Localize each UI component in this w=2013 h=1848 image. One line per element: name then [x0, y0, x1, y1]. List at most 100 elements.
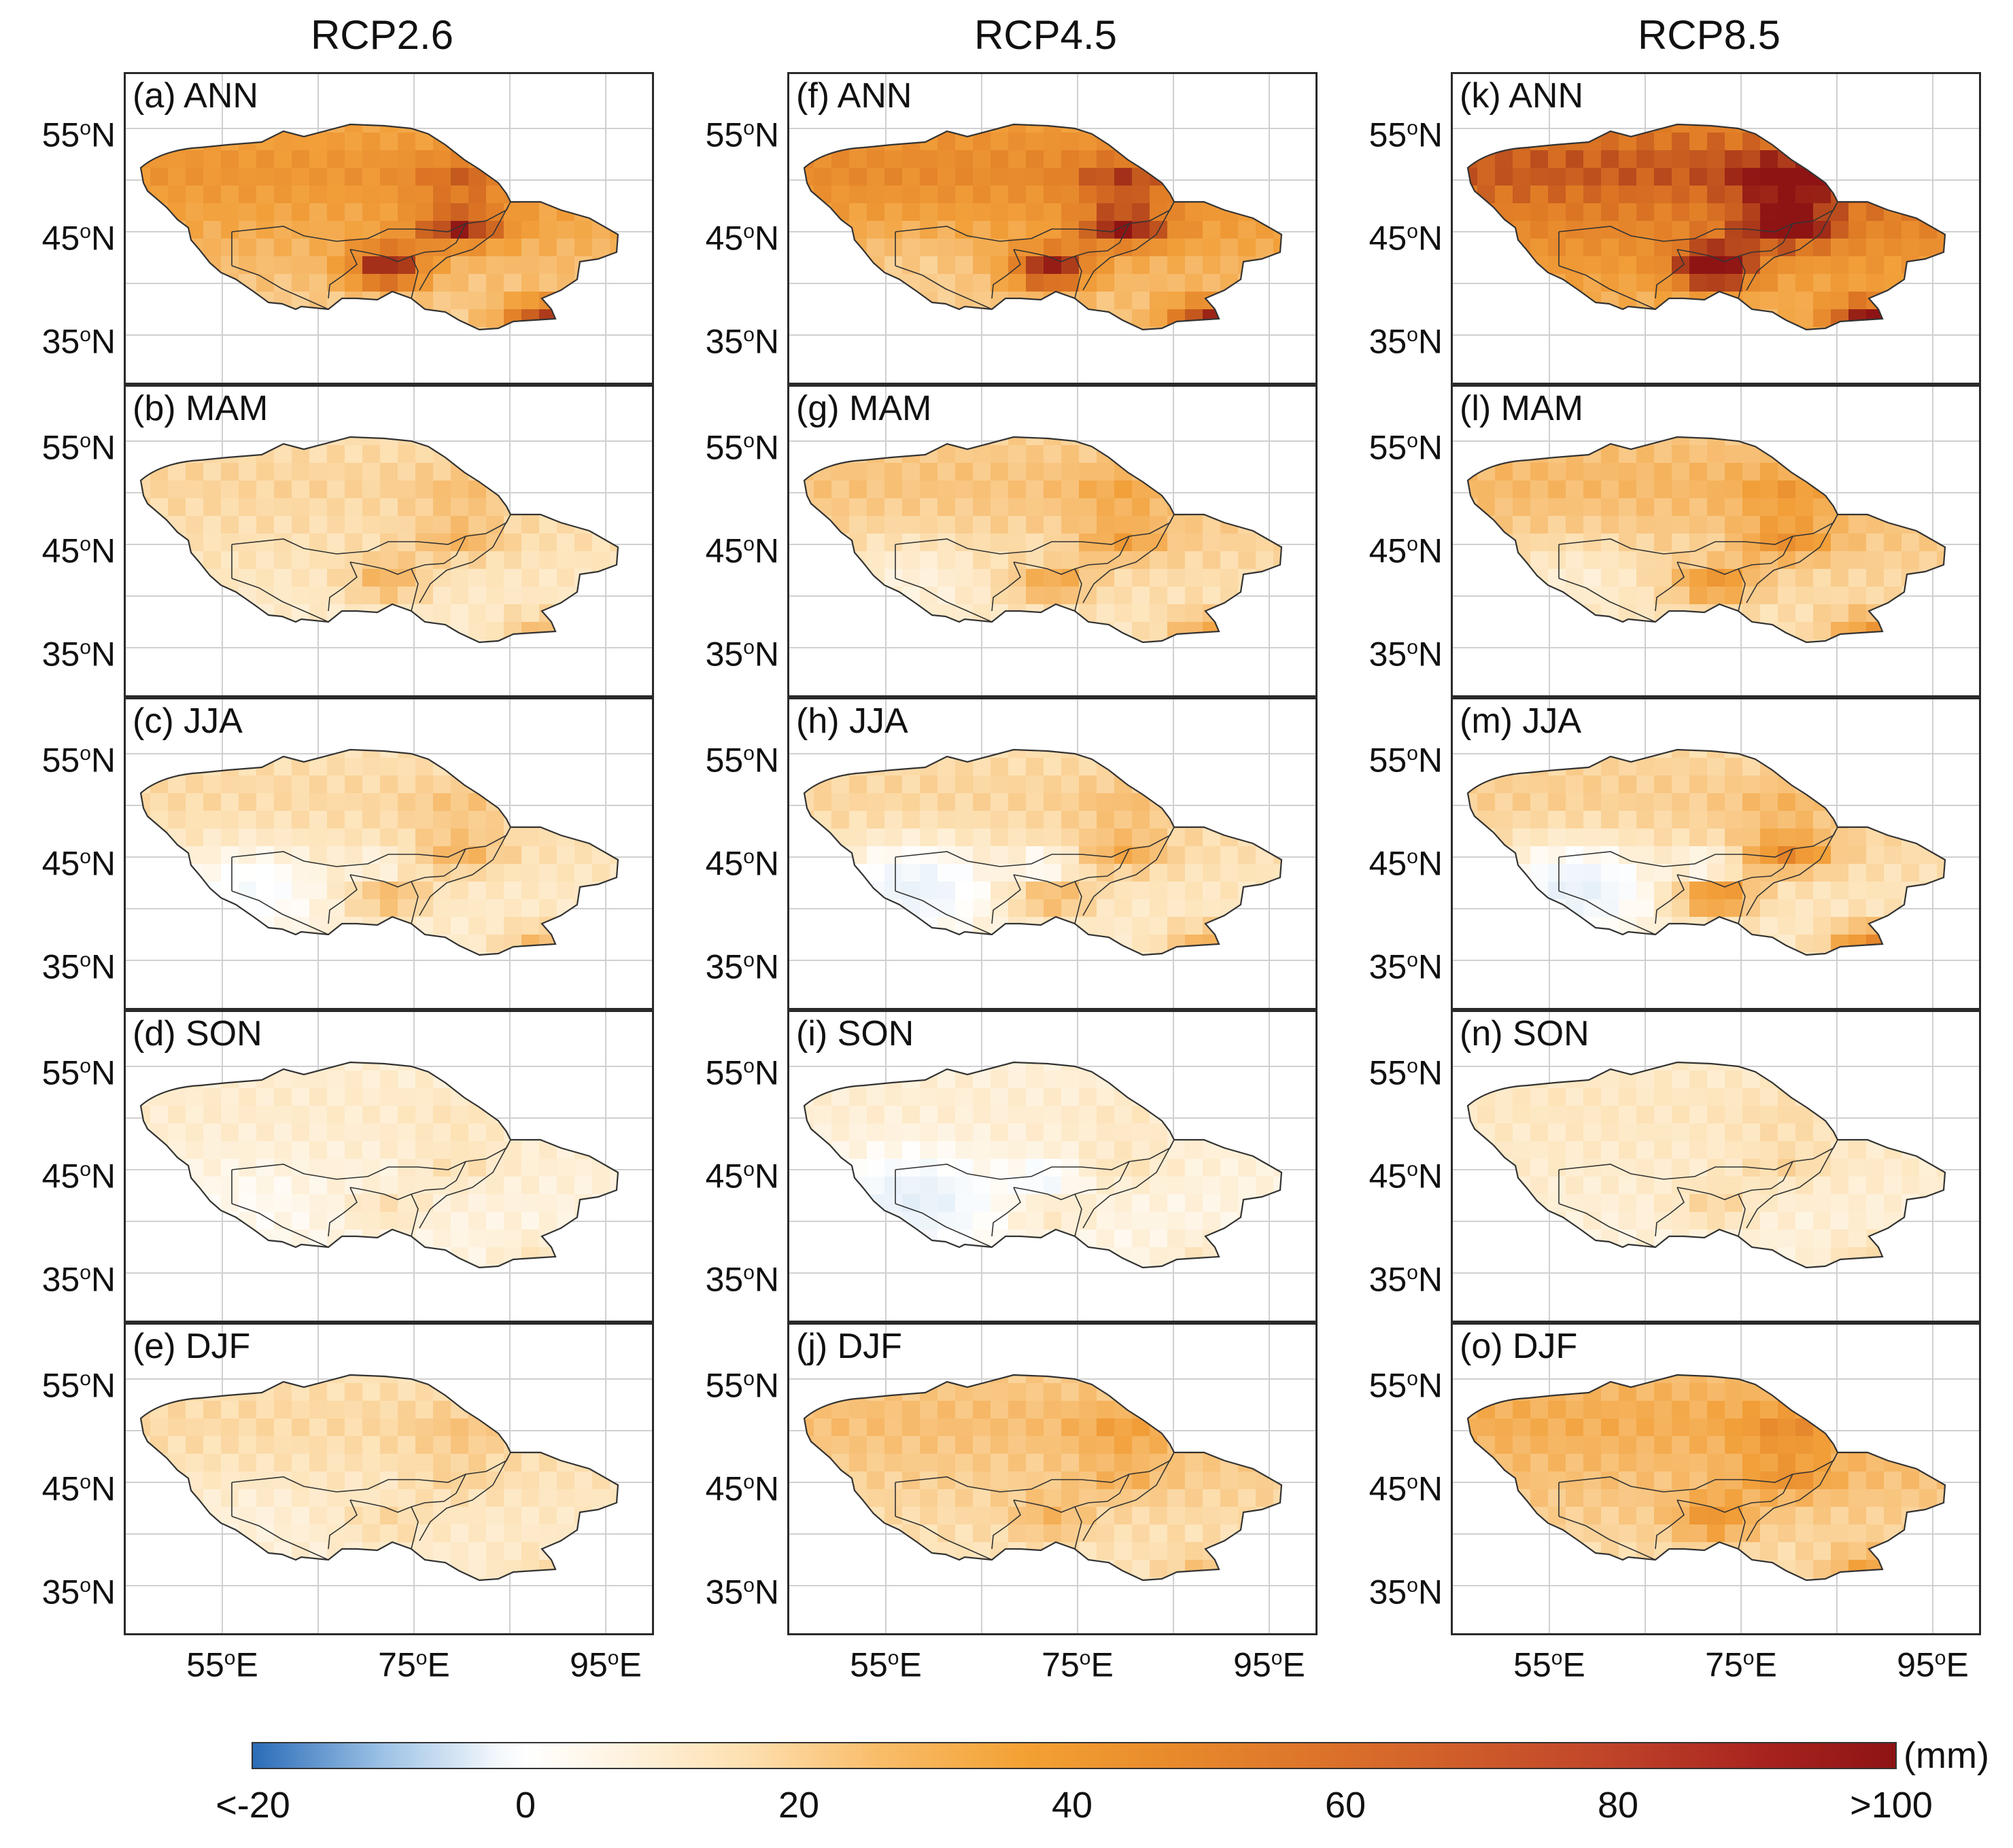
grid-cell [814, 445, 832, 464]
grid-cell [451, 1577, 469, 1580]
grid-cell [1955, 186, 1973, 204]
grid-cell [1167, 587, 1186, 605]
grid-cell [1725, 437, 1743, 446]
grid-cell [1689, 587, 1708, 605]
grid-cell [380, 846, 398, 865]
grid-cell [1256, 1070, 1274, 1089]
grid-cell [203, 811, 222, 829]
grid-cell [1689, 124, 1708, 133]
grid-cell [1291, 882, 1309, 900]
grid-cell [1256, 811, 1274, 829]
grid-cell [239, 1062, 257, 1071]
grid-cell [592, 481, 610, 499]
grid-cell [186, 437, 204, 446]
grid-cell [1760, 516, 1778, 534]
grid-cell [1097, 274, 1115, 292]
grid-cell [380, 1542, 398, 1561]
grid-cell [937, 498, 956, 517]
grid-cell [1008, 274, 1027, 292]
grid-cell [973, 1471, 991, 1490]
grid-cell [1256, 168, 1274, 186]
grid-cell [451, 758, 469, 776]
grid-cell [627, 239, 646, 257]
grid-cell [1061, 1454, 1080, 1472]
latitude-label: 35oN [41, 322, 116, 361]
grid-cell [831, 1489, 850, 1507]
grid-cell [1468, 327, 1478, 330]
grid-cell [362, 829, 381, 847]
grid-cell [1132, 150, 1150, 169]
grid-cell [814, 569, 832, 587]
grid-cell [221, 203, 239, 222]
grid-cell [1619, 811, 1637, 829]
grid-cell [1566, 551, 1584, 570]
grid-cell [1707, 811, 1725, 829]
grid-cell [362, 133, 381, 151]
grid-cell [141, 750, 151, 759]
grid-cell [203, 1560, 222, 1578]
grid-cell [1672, 758, 1690, 776]
grid-cell [867, 133, 885, 151]
grid-cell [203, 917, 222, 935]
grid-cell [1061, 587, 1080, 605]
grid-cell [1707, 775, 1725, 794]
grid-cell [168, 1542, 186, 1561]
grid-cell [1689, 481, 1708, 499]
grid-cell [955, 274, 974, 292]
grid-cell [1477, 758, 1496, 776]
map-panel: (b) MAM [124, 385, 654, 697]
grid-cell [539, 1062, 557, 1071]
grid-cell [831, 864, 850, 882]
grid-cell [186, 124, 204, 133]
grid-cell [902, 1383, 921, 1401]
grid-cell [973, 1418, 991, 1437]
country-border [895, 1452, 1175, 1516]
grid-cell [1291, 811, 1309, 829]
grid-cell [362, 604, 381, 623]
grid-cell [592, 1436, 610, 1454]
country-border [231, 1139, 511, 1204]
grid-cell [831, 952, 850, 955]
grid-cell [1848, 758, 1867, 776]
grid-cell [1044, 1141, 1062, 1160]
grid-cell [849, 640, 867, 642]
map-canvas [789, 699, 1315, 1008]
grid-cell [920, 437, 938, 446]
panel-label: (a) ANN [133, 76, 258, 116]
grid-cell [557, 327, 575, 330]
grid-cell [1026, 1577, 1044, 1580]
grid-cell [1795, 793, 1814, 812]
grid-cell [141, 1230, 151, 1248]
grid-cell [1026, 1176, 1044, 1195]
grid-cell [884, 186, 903, 204]
grid-cell [557, 640, 575, 642]
grid-cell [1848, 327, 1867, 330]
grid-cell [610, 124, 618, 133]
grid-cell [504, 327, 522, 330]
grid-cell [1256, 133, 1274, 151]
grid-cell [1477, 551, 1496, 570]
grid-cell [1273, 309, 1281, 328]
grid-cell [1132, 622, 1150, 640]
grid-cell [345, 1247, 363, 1266]
grid-cell [1601, 133, 1619, 151]
grid-cell [610, 1141, 618, 1160]
grid-cell [1256, 1106, 1274, 1124]
grid-cell [256, 203, 275, 222]
grid-cell [1513, 481, 1531, 499]
grid-cell [831, 811, 850, 829]
grid-cell [1044, 1123, 1062, 1142]
grid-cell [920, 1123, 938, 1142]
grid-cell [574, 1436, 593, 1454]
grid-cell [814, 1247, 832, 1266]
grid-cell [309, 1524, 328, 1543]
grid-cell [814, 309, 832, 328]
grid-cell [521, 437, 540, 446]
grid-cell [1566, 186, 1584, 204]
grid-cell [186, 1123, 204, 1142]
grid-cell [1150, 811, 1168, 829]
grid-cell [521, 587, 540, 605]
grid-cell [1167, 168, 1186, 186]
grid-cell [1530, 437, 1549, 446]
grid-cell [539, 775, 557, 794]
